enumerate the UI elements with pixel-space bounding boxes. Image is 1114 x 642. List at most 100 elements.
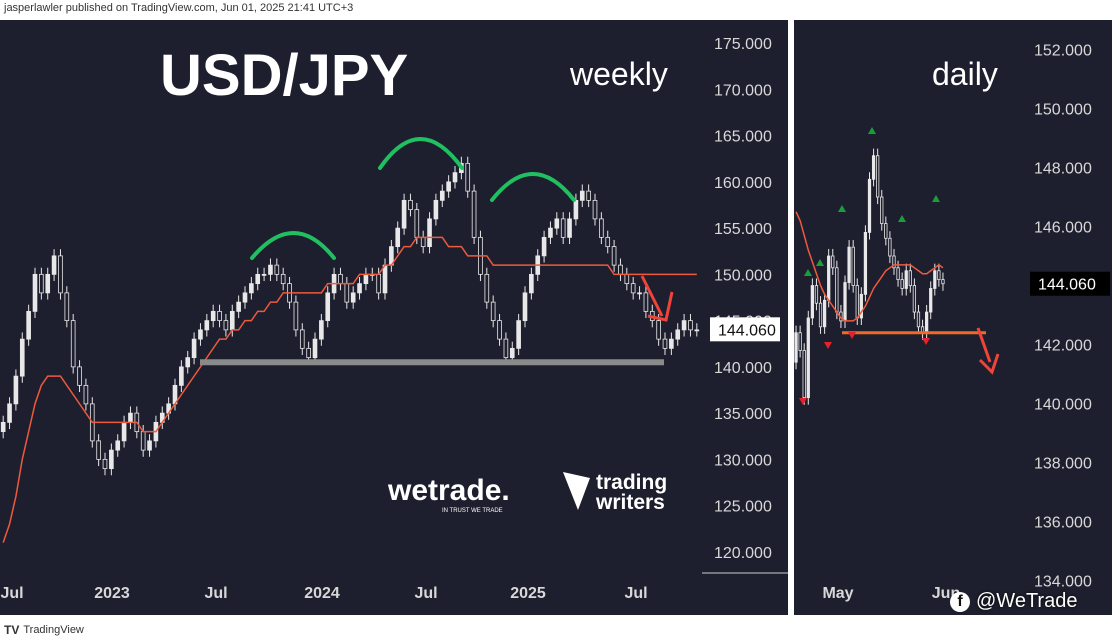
candle-body — [579, 190, 585, 201]
down-fractal-marker — [848, 332, 856, 339]
price-tick-label: 165.000 — [714, 129, 772, 146]
chart-title: USD/JPY — [160, 43, 408, 108]
candle-body — [452, 172, 458, 183]
candle-body — [847, 246, 851, 283]
candle-body — [941, 279, 945, 285]
daily-down-arrow — [976, 327, 992, 363]
candle-body — [529, 273, 534, 294]
up-fractal-marker — [804, 269, 812, 276]
candle-body — [121, 421, 127, 442]
candle-body — [599, 218, 604, 238]
candle-body — [420, 236, 426, 248]
candle-body — [312, 338, 318, 359]
last-price-label: 144.060 — [718, 322, 776, 339]
candle-body — [77, 366, 82, 386]
weekly-arrow-head — [647, 291, 674, 322]
price-tick-label: 146.000 — [1034, 220, 1092, 237]
candle-body — [96, 440, 101, 460]
candle-body — [916, 311, 921, 328]
candle-body — [573, 199, 579, 220]
candle-body — [851, 246, 855, 286]
candle-body — [408, 199, 413, 211]
candle-body — [198, 329, 203, 340]
candle-body — [855, 285, 859, 319]
candle-body — [675, 329, 681, 340]
price-tick-label: 136.000 — [1034, 515, 1092, 532]
footer-text: TradingView — [23, 624, 84, 636]
daily-label: daily — [932, 56, 998, 92]
candle-body — [880, 196, 884, 224]
candle-body — [929, 288, 933, 313]
candle-body — [802, 349, 806, 398]
candle-body — [376, 273, 381, 294]
price-tick-label: 130.000 — [714, 452, 772, 469]
candle-body — [32, 273, 38, 312]
candle-body — [204, 320, 210, 331]
svg-text:trading: trading — [596, 471, 667, 494]
candle-body — [554, 218, 560, 229]
candle-body — [541, 236, 547, 257]
price-tick-label: 138.000 — [1034, 456, 1092, 473]
candle-body — [843, 282, 847, 322]
candle-body — [876, 155, 880, 198]
price-tick-label: 170.000 — [714, 82, 772, 99]
candle-body — [516, 320, 521, 349]
candle-body — [912, 285, 917, 313]
candle-body — [490, 301, 496, 322]
candle-body — [637, 292, 642, 295]
candle-body — [140, 431, 146, 451]
candle-body — [45, 273, 51, 294]
candle-body — [892, 255, 896, 269]
footer: TV TradingView — [4, 623, 84, 637]
candle-body — [109, 449, 114, 470]
publish-info: jasperlawler published on TradingView.co… — [4, 2, 354, 14]
candle-body — [147, 440, 152, 451]
price-tick-label: 134.000 — [1034, 574, 1092, 591]
candle-body — [299, 329, 305, 349]
candle-body — [255, 273, 261, 285]
candle-body — [39, 273, 44, 294]
candle-body — [884, 223, 888, 239]
candle-body — [548, 227, 553, 238]
candle-body — [497, 320, 502, 340]
time-tick-label: 2023 — [94, 585, 130, 602]
candle-body — [293, 301, 299, 331]
candle-body — [810, 285, 814, 319]
time-tick-label: Jul — [204, 585, 227, 602]
weekly-time-axis — [0, 575, 788, 615]
wetrade-logo: wetrade. IN TRUST WE TRADE — [387, 474, 510, 514]
candle-body — [191, 338, 197, 359]
candle-body — [185, 357, 191, 368]
candle-body — [814, 285, 819, 304]
candle-body — [937, 270, 941, 281]
candle-body — [306, 347, 311, 359]
candle-body — [888, 237, 892, 257]
svg-text:writers: writers — [595, 491, 665, 514]
candle-body — [274, 264, 280, 275]
candle-body — [13, 375, 19, 405]
trading-writers-logo: trading writers — [563, 471, 667, 514]
moving-average-line — [795, 211, 944, 322]
last-price-box — [1030, 271, 1110, 296]
candle-body — [0, 421, 6, 433]
candle-body — [827, 255, 831, 301]
candle-body — [681, 320, 687, 331]
candle-body — [503, 338, 509, 359]
candle-body — [669, 338, 674, 349]
candle-body — [630, 283, 636, 294]
candle-body — [509, 347, 515, 359]
candle-body — [344, 283, 350, 303]
price-tick-label: 160.000 — [714, 175, 772, 192]
price-tick-label: 155.000 — [714, 221, 772, 238]
watermark-text: @WeTrade — [976, 590, 1078, 612]
weekly-down-arrow — [640, 275, 664, 317]
candle-body — [688, 320, 693, 331]
candle-body — [863, 231, 868, 295]
candle-body — [325, 292, 331, 322]
candle-body — [831, 255, 835, 269]
up-fractal-marker — [838, 205, 846, 212]
candle-body — [867, 178, 872, 233]
candle-body — [900, 279, 904, 289]
candle-body — [611, 246, 617, 266]
candle-body — [624, 273, 630, 285]
